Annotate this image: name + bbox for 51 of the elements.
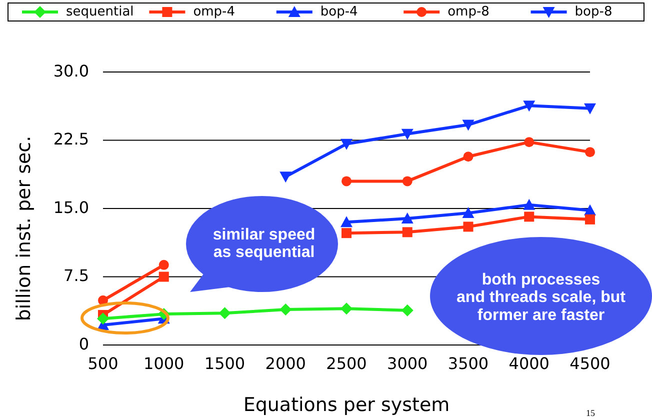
y-tick-label: 30.0 bbox=[53, 61, 89, 80]
point bbox=[463, 222, 474, 232]
point bbox=[340, 216, 352, 228]
point bbox=[280, 172, 292, 183]
legend-label: sequential bbox=[66, 4, 134, 20]
point bbox=[401, 304, 414, 316]
point bbox=[97, 312, 109, 325]
point bbox=[218, 307, 231, 320]
x-tick-label: 4000 bbox=[508, 354, 550, 373]
text: 15 bbox=[586, 408, 596, 418]
annotation: both processes and threads scale, but former are faster bbox=[456, 272, 626, 324]
point bbox=[402, 227, 412, 238]
x-tick-label: 1500 bbox=[204, 354, 246, 373]
legend-label: omp-8 bbox=[448, 4, 490, 20]
point bbox=[340, 138, 352, 150]
point bbox=[158, 260, 169, 270]
point bbox=[462, 207, 474, 218]
point bbox=[158, 272, 169, 282]
y-tick-label: 0 bbox=[78, 334, 89, 354]
x-tick-label: 4500 bbox=[570, 354, 610, 373]
point bbox=[280, 304, 292, 316]
point bbox=[401, 212, 414, 224]
legend-label: bop-4 bbox=[320, 4, 358, 20]
x-tick-label: 3000 bbox=[387, 354, 428, 373]
x-tick-label: 1000 bbox=[144, 354, 184, 373]
point bbox=[585, 147, 595, 158]
point bbox=[523, 100, 536, 112]
point bbox=[523, 198, 536, 210]
point bbox=[524, 137, 534, 148]
y-tick-label: 22.5 bbox=[53, 130, 89, 149]
point bbox=[463, 152, 474, 162]
y-tick-label: 7.5 bbox=[64, 266, 89, 286]
annotation: similar speed as sequential bbox=[212, 226, 316, 262]
x-tick-label: 500 bbox=[88, 354, 118, 373]
point bbox=[462, 120, 474, 131]
point bbox=[585, 214, 595, 224]
point bbox=[584, 103, 596, 114]
x-tick-label: 2000 bbox=[265, 354, 306, 373]
point bbox=[342, 228, 352, 238]
point bbox=[402, 176, 412, 186]
y-tick-label: 15.0 bbox=[53, 198, 89, 217]
legend-label: omp-4 bbox=[193, 4, 236, 20]
point bbox=[340, 302, 352, 315]
x-tick-label: 3500 bbox=[448, 354, 489, 373]
point bbox=[524, 212, 534, 222]
x-tick-label: 2500 bbox=[326, 354, 367, 373]
x-axis-title: Equations per system bbox=[243, 394, 450, 416]
point bbox=[401, 128, 414, 140]
y-axis-title: billion inst. per sec. bbox=[13, 136, 35, 322]
legend-label: bop-8 bbox=[574, 4, 612, 20]
point bbox=[342, 176, 352, 186]
